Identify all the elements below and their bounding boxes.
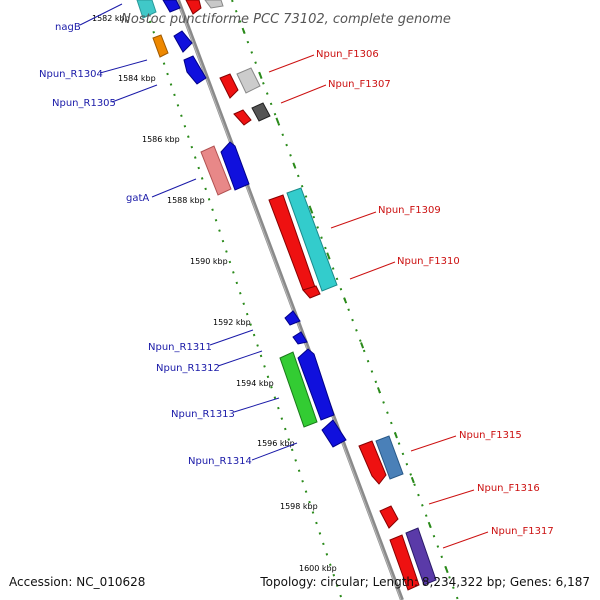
gene-feature-Npun_F1316[interactable] bbox=[379, 505, 399, 529]
gene-feature-Npun_F1307-dark[interactable] bbox=[251, 102, 271, 122]
gene-feature-Npun_F1307-red[interactable] bbox=[233, 109, 252, 126]
gene-feature-Npun_F1309-red-tip[interactable] bbox=[302, 285, 321, 299]
callout-line bbox=[410, 435, 457, 452]
gene-label[interactable]: Npun_R1305 bbox=[52, 98, 116, 109]
gene-label[interactable]: nagB bbox=[55, 22, 81, 33]
gene-feature-Npun_F1306-grey[interactable] bbox=[236, 67, 261, 94]
genome-backbone-highlight bbox=[176, 0, 402, 600]
callout-lines-left bbox=[79, 3, 298, 461]
callout-line bbox=[268, 54, 315, 73]
gene-feature-Npun_F1306-red[interactable] bbox=[219, 73, 239, 99]
kbp-ticks: 1582 kbp 1584 kbp 1586 kbp 1588 kbp 1590… bbox=[92, 14, 337, 573]
gene-label[interactable]: Npun_R1304 bbox=[39, 69, 103, 80]
callout-line bbox=[442, 531, 489, 549]
gene-label[interactable]: Npun_F1309 bbox=[378, 205, 441, 216]
kbp-tick: 1588 kbp bbox=[167, 196, 205, 205]
forward-strand-genes bbox=[185, 0, 437, 591]
kbp-tick: 1582 kbp bbox=[92, 14, 130, 23]
gene-feature-blue-top[interactable] bbox=[162, 0, 181, 13]
kbp-tick: 1586 kbp bbox=[142, 135, 180, 144]
gene-labels-right: Npun_F1306 Npun_F1307 Npun_F1309 Npun_F1… bbox=[316, 49, 554, 537]
kbp-tick: 1600 kbp bbox=[299, 564, 337, 573]
gene-label[interactable]: Npun_F1307 bbox=[328, 79, 391, 90]
callout-line bbox=[428, 489, 475, 505]
genome-backbone bbox=[176, 0, 404, 600]
callout-line bbox=[111, 84, 158, 103]
gene-label[interactable]: Npun_R1312 bbox=[156, 363, 220, 374]
gene-label[interactable]: Npun_R1314 bbox=[188, 456, 252, 467]
gene-feature-nagB[interactable] bbox=[136, 0, 157, 19]
callout-lines-right bbox=[268, 54, 489, 549]
gene-label[interactable]: Npun_F1316 bbox=[477, 483, 540, 494]
gene-feature-grey-top[interactable] bbox=[204, 0, 224, 9]
kbp-tick: 1592 kbp bbox=[213, 318, 251, 327]
callout-line bbox=[349, 261, 396, 280]
gene-feature-Npun_R1313-blue[interactable] bbox=[297, 348, 335, 421]
gene-label[interactable]: Npun_F1317 bbox=[491, 526, 554, 537]
gene-label[interactable]: Npun_F1310 bbox=[397, 256, 460, 267]
guide-dash-right bbox=[231, 0, 459, 600]
gene-label[interactable]: Npun_R1313 bbox=[171, 409, 235, 420]
gene-feature-Npun_R1304-orange[interactable] bbox=[152, 34, 169, 58]
kbp-tick: 1596 kbp bbox=[257, 439, 295, 448]
callout-line bbox=[99, 59, 148, 74]
gene-feature-Npun_R1311[interactable] bbox=[284, 310, 301, 326]
gene-feature-gatA-pink[interactable] bbox=[200, 145, 232, 196]
gene-feature-Npun_R1313-green[interactable] bbox=[279, 351, 318, 428]
gene-label[interactable]: Npun_F1315 bbox=[459, 430, 522, 441]
gene-feature-Npun_R1305[interactable] bbox=[183, 55, 207, 85]
dotted-guides bbox=[142, 0, 459, 600]
kbp-tick: 1584 kbp bbox=[118, 74, 156, 83]
gene-feature-Npun_R1311-small[interactable] bbox=[292, 331, 308, 345]
gene-feature-Npun_R1314[interactable] bbox=[321, 419, 347, 448]
map-title: Nostoc punctiforme PCC 73102, complete g… bbox=[121, 12, 451, 27]
callout-line bbox=[233, 397, 280, 413]
reverse-strand-genes bbox=[136, 0, 347, 448]
gene-label[interactable]: Npun_F1306 bbox=[316, 49, 379, 60]
gene-feature-Npun_F1317-purple[interactable] bbox=[405, 527, 437, 586]
gene-feature-Npun_F1317-red[interactable] bbox=[389, 534, 420, 591]
gene-feature-gatA-blue[interactable] bbox=[220, 141, 250, 191]
gene-label[interactable]: gatA bbox=[126, 193, 149, 204]
callout-line bbox=[251, 442, 298, 461]
callout-line bbox=[151, 178, 197, 198]
kbp-tick: 1594 kbp bbox=[236, 379, 274, 388]
callout-line bbox=[217, 350, 263, 367]
kbp-tick: 1590 kbp bbox=[190, 257, 228, 266]
callout-line bbox=[280, 84, 327, 104]
gene-feature-Npun_F1315-red[interactable] bbox=[358, 440, 387, 485]
gene-feature-Npun_F1315-steel[interactable] bbox=[375, 435, 404, 480]
gene-labels-left: nagB Npun_R1304 Npun_R1305 gatA Npun_R13… bbox=[39, 22, 252, 467]
gene-feature-red-top[interactable] bbox=[185, 0, 202, 15]
kbp-tick: 1598 kbp bbox=[280, 502, 318, 511]
callout-line bbox=[209, 329, 254, 346]
gene-feature-Npun_R1304-blue[interactable] bbox=[173, 30, 193, 53]
callout-line bbox=[330, 211, 377, 229]
topology-text: Topology: circular; Length: 8,234,322 bp… bbox=[259, 575, 590, 589]
gene-label[interactable]: Npun_R1311 bbox=[148, 342, 212, 353]
accession-text: Accession: NC_010628 bbox=[9, 575, 145, 589]
callout-line bbox=[79, 3, 123, 26]
gene-feature-Npun_F1310[interactable] bbox=[286, 187, 338, 292]
